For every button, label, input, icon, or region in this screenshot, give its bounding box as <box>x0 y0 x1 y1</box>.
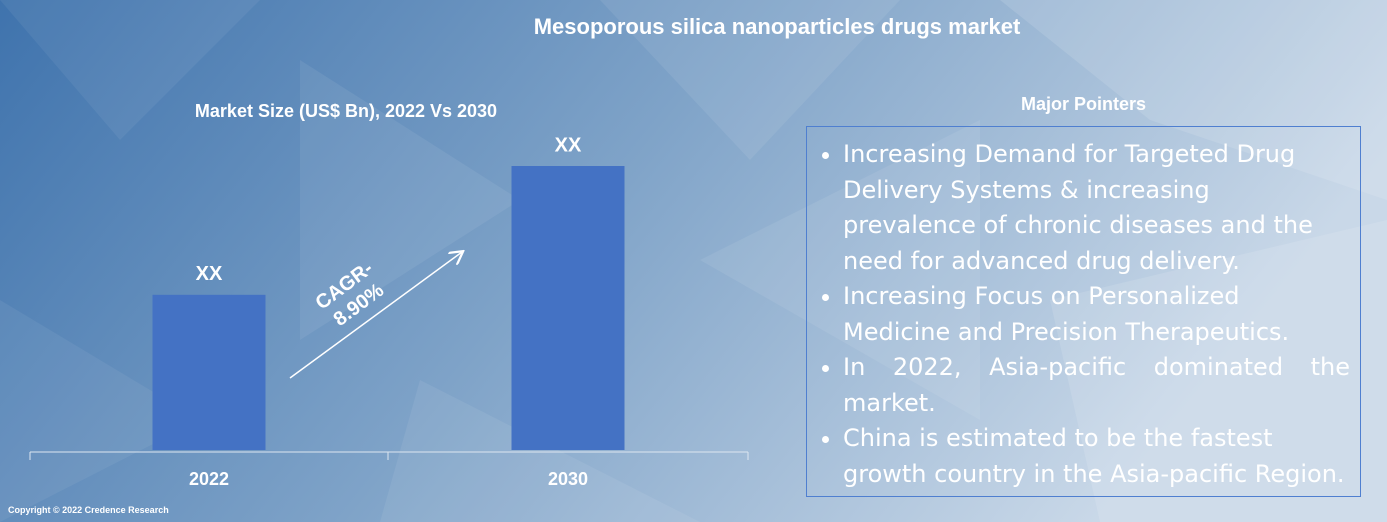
copyright: Copyright © 2022 Credence Research <box>8 505 169 515</box>
pointers-title: Major Pointers <box>1020 94 1147 114</box>
pointers-list: Increasing Demand for Targeted Drug Deli… <box>815 137 1350 492</box>
value-label: XX <box>196 263 223 285</box>
x-tick-label: 2022 <box>189 469 229 489</box>
pointers-box: Increasing Demand for Targeted Drug Deli… <box>806 126 1361 497</box>
pointer-item: In 2022, Asia-pacific dominated the mark… <box>843 350 1350 421</box>
pointer-item: Increasing Demand for Targeted Drug Deli… <box>843 137 1350 279</box>
pointer-item: China is estimated to be the fastest gro… <box>843 421 1350 492</box>
value-label: XX <box>555 134 582 156</box>
pointer-item: Increasing Focus on Personalized Medicin… <box>843 279 1350 350</box>
x-tick-label: 2030 <box>548 469 588 489</box>
page-title: Mesoporous silica nanoparticles drugs ma… <box>534 14 1021 39</box>
cagr-arrow <box>289 252 462 379</box>
chart-title: Market Size (US$ Bn), 2022 Vs 2030 <box>195 101 497 121</box>
bar <box>152 294 266 450</box>
bar <box>511 166 625 450</box>
